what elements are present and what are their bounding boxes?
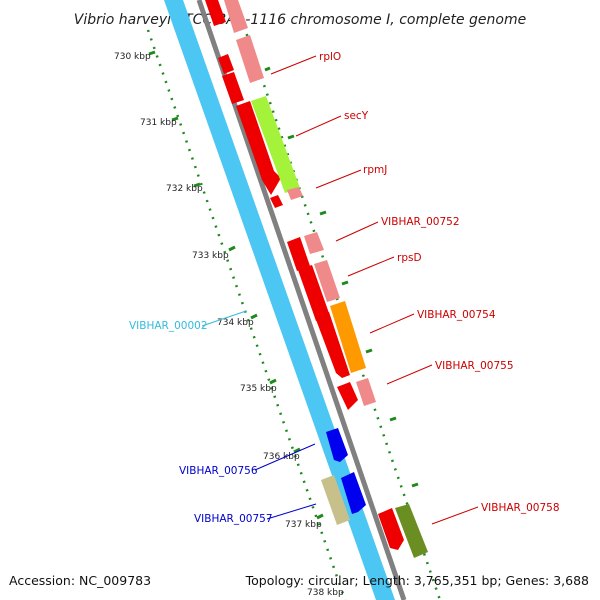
gene-label-VIBHAR-00752[interactable]: VIBHAR_00752 [381, 216, 460, 228]
tick-label: 730 kbp [114, 52, 151, 62]
gene-label-rplO[interactable]: rplO [319, 51, 341, 63]
cds-khaki [321, 475, 350, 525]
leader-lines-red [270, 55, 479, 525]
cds-rpmJ [287, 187, 303, 200]
forward-cds-inner [205, 0, 404, 550]
gene-label-rpmJ[interactable]: rpmJ [363, 164, 387, 176]
gene-label-VIBHAR-00002[interactable]: VIBHAR_00002 [129, 320, 208, 332]
genome-summary-text: Topology: circular; Length: 3,765,351 bp… [245, 573, 589, 588]
accession-text: Accession: NC_009783 [9, 573, 151, 588]
gene-label-VIBHAR-00754[interactable]: VIBHAR_00754 [417, 309, 496, 321]
leader-line-cyan [201, 310, 247, 327]
tick-label: 736 kbp [263, 452, 300, 462]
map-title: Vibrio harveyi ATCC BAA-1116 chromosome … [74, 12, 526, 28]
gene-label-VIBHAR-00755[interactable]: VIBHAR_00755 [435, 360, 514, 372]
tick-label: 733 kbp [192, 251, 229, 261]
gene-label-rpsD[interactable]: rpsD [397, 252, 422, 264]
cds-rplO [236, 35, 264, 83]
gene-label-VIBHAR-00757[interactable]: VIBHAR_00757 [194, 513, 273, 525]
tick-ring-dotted [146, 29, 347, 600]
gene-label-secY[interactable]: secY [344, 110, 369, 122]
leader-line-blue [266, 503, 317, 520]
backbone-inner [164, 0, 395, 600]
cds-secY [251, 96, 300, 193]
gene-label-VIBHAR-00756[interactable]: VIBHAR_00756 [179, 465, 258, 477]
tick-label: 732 kbp [166, 184, 203, 194]
tick-label: 734 kbp [217, 318, 254, 328]
cds-VIBHAR-00754 [330, 301, 366, 373]
cds-reverse-2 [341, 472, 366, 514]
cds-VIBHAR-00752 [304, 232, 324, 254]
cds-reverse-1 [326, 428, 348, 462]
gene-label-VIBHAR-00758[interactable]: VIBHAR_00758 [481, 502, 560, 514]
tick-label: 731 kbp [140, 118, 177, 128]
leader-line-blue [254, 443, 316, 471]
outer-tick-marks [264, 66, 419, 488]
cds-VIBHAR-00755 [356, 378, 376, 406]
tick-label: 737 kbp [285, 520, 322, 530]
cds-rplO-block [224, 0, 248, 33]
tick-label: 738 kbp [307, 588, 344, 598]
tick-label: 735 kbp [240, 384, 277, 394]
cds-VIBHAR-00758 [395, 504, 428, 558]
cds-rpsD [314, 260, 340, 302]
tick-marks [148, 50, 324, 520]
